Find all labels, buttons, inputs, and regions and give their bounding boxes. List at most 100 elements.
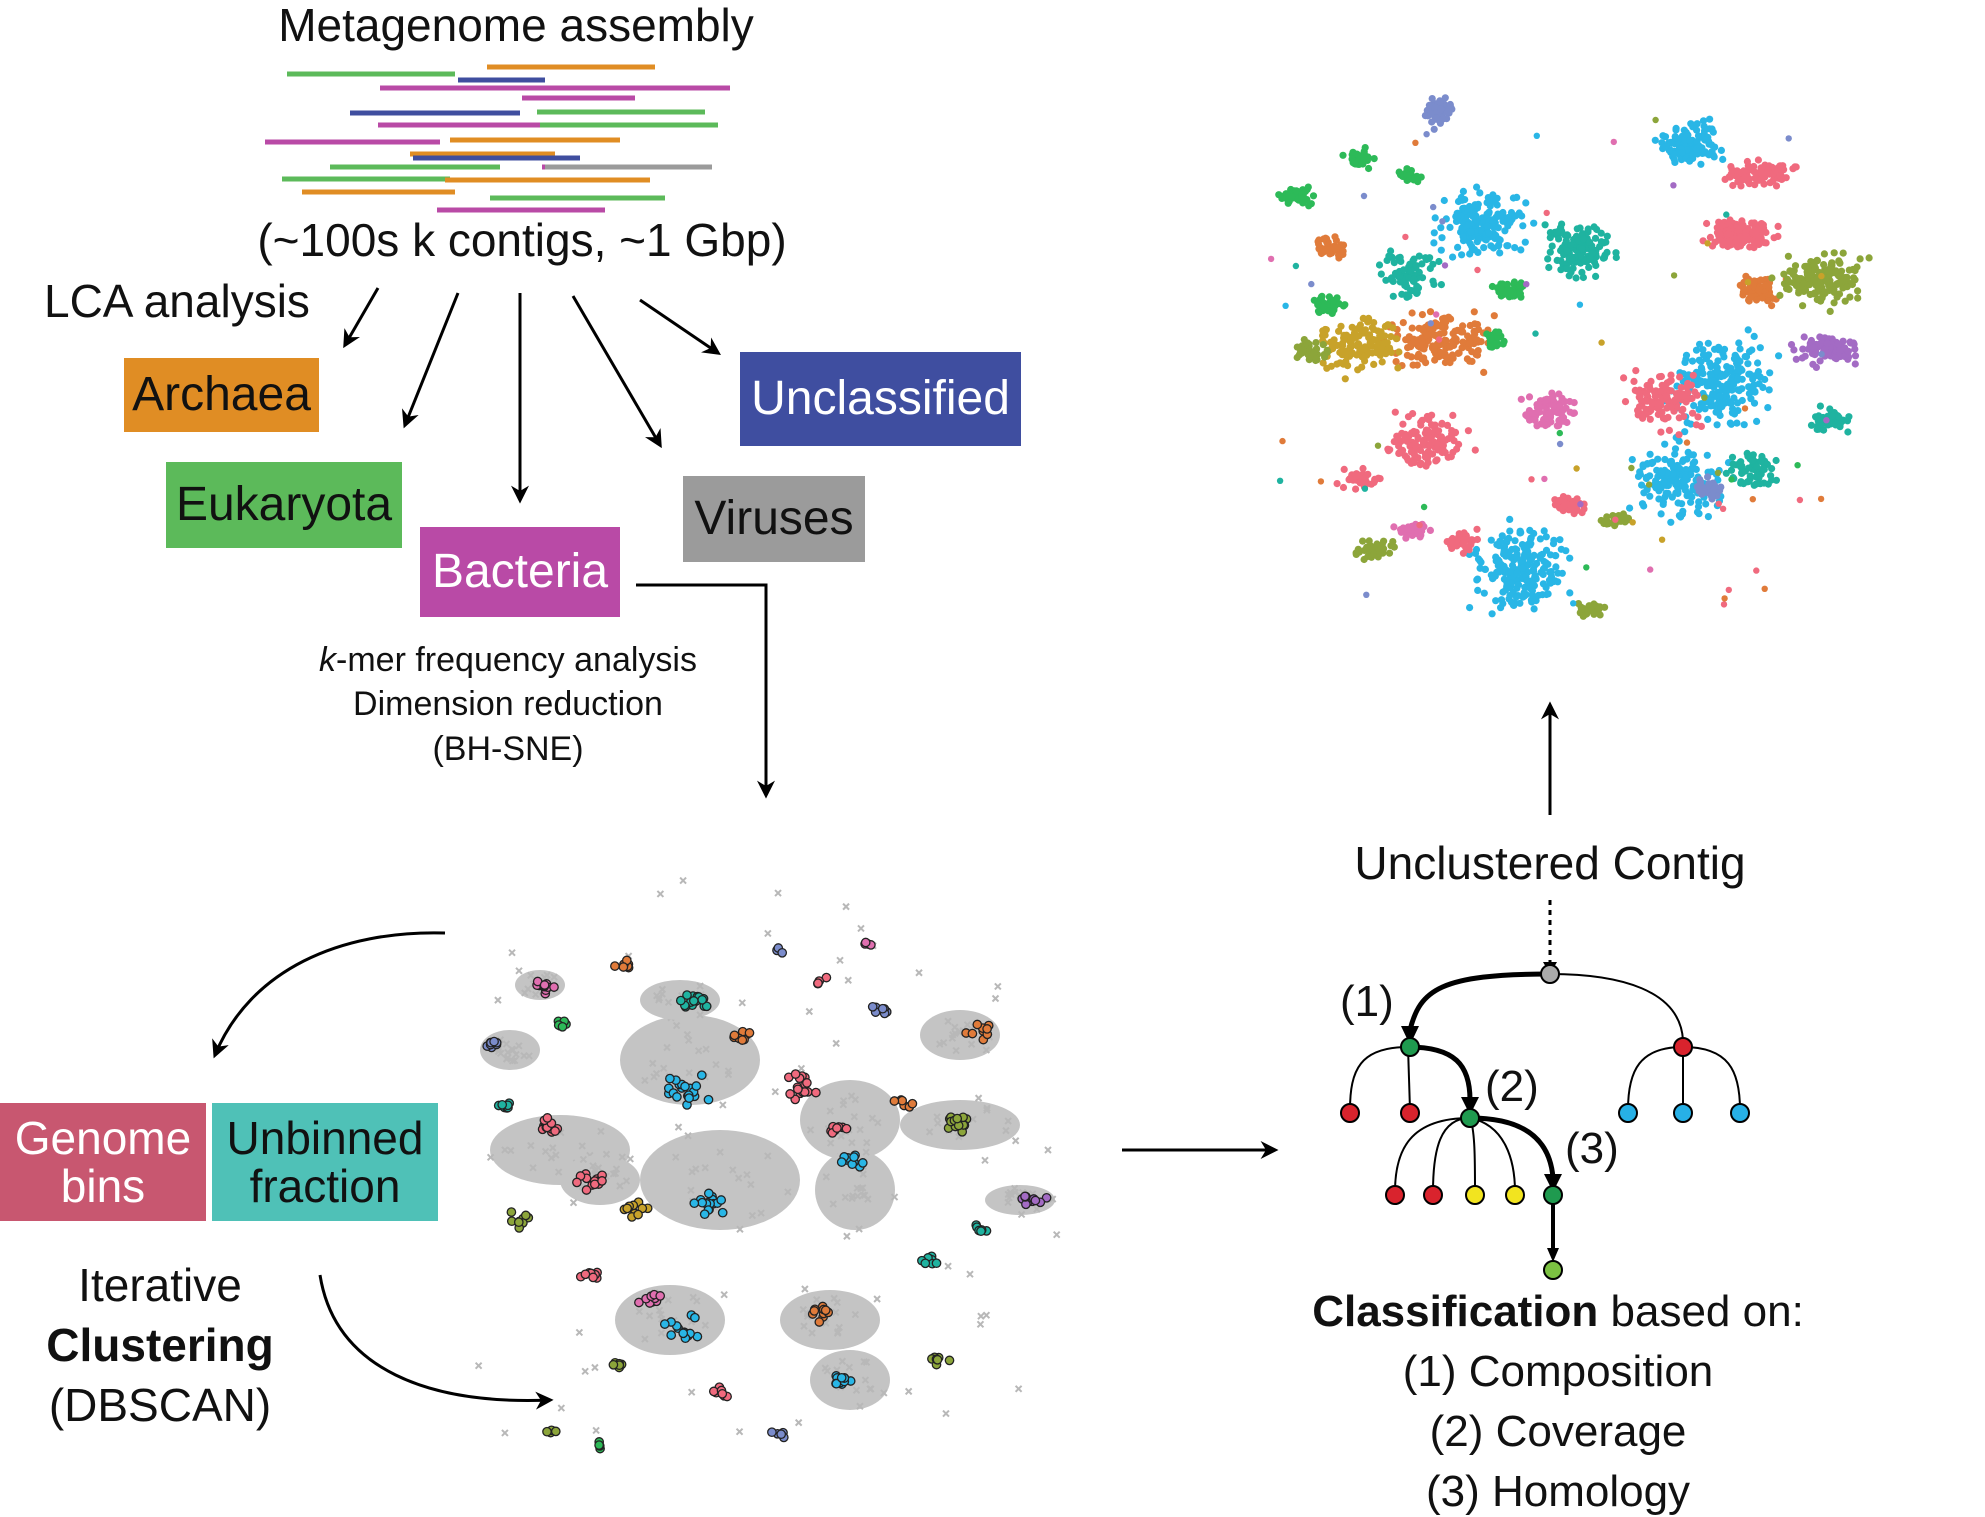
binned-point	[831, 1378, 842, 1389]
final-point	[1566, 589, 1574, 597]
final-point	[1485, 229, 1493, 237]
unbinned-mark	[512, 1050, 520, 1059]
unbinned-mark	[729, 1166, 737, 1174]
final-point	[1677, 513, 1685, 521]
final-point	[1704, 415, 1712, 423]
unbinned-mark	[622, 1177, 631, 1185]
unbinned-mark	[653, 992, 661, 1000]
unbinned-mark	[860, 1357, 868, 1366]
unbinned-region	[800, 1080, 900, 1160]
final-point	[1698, 378, 1706, 387]
final-point	[1498, 532, 1506, 540]
final-point	[1674, 489, 1682, 498]
binned-point	[691, 1081, 702, 1091]
unbinned-mark	[784, 1188, 792, 1196]
unbinned-mark	[849, 1192, 857, 1200]
binned-cluster	[575, 1267, 602, 1283]
unbinned-mark	[843, 1232, 851, 1240]
binned-point	[489, 1036, 499, 1047]
unbinned-mark	[952, 1046, 960, 1055]
binned-point	[666, 1330, 677, 1340]
unbinned-mark	[529, 1164, 537, 1172]
tree-edge	[1432, 1117, 1471, 1193]
final-point	[1485, 208, 1493, 216]
final-point	[1748, 346, 1756, 354]
unbinned-mark	[845, 1363, 854, 1372]
binned-point	[618, 962, 629, 972]
binned-point	[699, 1209, 710, 1220]
final-point	[1496, 210, 1504, 218]
unbinned-mark	[850, 1113, 859, 1121]
unbinned-mark	[635, 1307, 644, 1316]
assembly-title: Metagenome assembly	[278, 0, 754, 51]
final-point	[1430, 239, 1438, 247]
final-point	[1692, 346, 1701, 354]
unbinned-region	[620, 1015, 760, 1105]
final-point	[1480, 589, 1488, 597]
unbinned-mark	[823, 1367, 831, 1375]
final-point	[1671, 450, 1679, 458]
binned-point	[776, 1429, 787, 1440]
binned-point	[841, 1123, 852, 1134]
binned-point	[581, 1185, 592, 1195]
tree-final-leaf	[1543, 1260, 1563, 1280]
binned-point	[836, 1372, 847, 1383]
binned-point	[633, 1209, 643, 1220]
unclassified-box: Unclassified	[740, 352, 1021, 446]
unbinned-mark	[504, 1048, 512, 1057]
unbinned-mark	[983, 1104, 991, 1112]
binned-cluster	[537, 1113, 563, 1137]
unbinned-mark	[589, 1162, 597, 1170]
unbinned-mark	[829, 1200, 837, 1208]
final-point	[1440, 196, 1448, 205]
binned-cluster	[506, 1207, 534, 1233]
final-point	[1519, 222, 1527, 230]
unbinned-mark	[963, 1021, 972, 1029]
final-point	[1682, 351, 1691, 359]
binned-point	[588, 1272, 598, 1283]
unbinned-mark	[716, 1148, 724, 1156]
unbinned-mark	[942, 1409, 950, 1418]
binned-point	[689, 1198, 700, 1209]
unbinned-mark	[702, 1045, 710, 1053]
binned-cluster	[729, 1026, 755, 1045]
final-point	[1666, 478, 1674, 486]
unbinned-fraction-box: Unbinned fraction	[212, 1103, 438, 1221]
tree-leaf-yellow	[1505, 1185, 1525, 1205]
binned-point	[717, 1207, 728, 1218]
binned-cluster	[634, 1289, 666, 1308]
unbinned-mark	[994, 982, 1002, 991]
final-point	[1697, 160, 1705, 168]
unbinned-mark	[554, 1168, 563, 1176]
final-cluster	[1465, 515, 1574, 618]
tree-leaf-red	[1385, 1185, 1405, 1205]
final-point	[1449, 253, 1457, 261]
final-point	[1699, 117, 1708, 125]
final-point	[1695, 356, 1703, 364]
unbinned-mark	[967, 1040, 976, 1048]
unbinned-mark	[976, 1320, 985, 1329]
binned-point	[539, 980, 550, 990]
unbinned-mark	[501, 1429, 509, 1437]
final-point	[1713, 367, 1721, 375]
binned-cluster	[917, 1251, 942, 1269]
unbinned-mark	[658, 985, 667, 994]
binned-point	[682, 990, 692, 1000]
binned-point	[820, 1305, 831, 1316]
unbinned-mark	[507, 1146, 515, 1155]
unbinned-mark	[672, 1021, 681, 1030]
final-point	[1695, 498, 1703, 506]
final-point	[1487, 536, 1495, 544]
unbinned-mark	[660, 1064, 668, 1073]
final-point	[1729, 405, 1737, 413]
final-point	[1542, 533, 1550, 541]
unbinned-mark	[664, 998, 673, 1007]
final-point	[1528, 591, 1536, 599]
binned-cluster	[493, 1098, 515, 1113]
final-point	[1690, 402, 1698, 410]
binned-cluster	[610, 955, 634, 973]
final-point	[1685, 490, 1693, 498]
unbinned-mark	[855, 1225, 863, 1233]
tree-step1-label: (1)	[1340, 977, 1394, 1026]
unbinned-mark	[663, 1043, 671, 1052]
